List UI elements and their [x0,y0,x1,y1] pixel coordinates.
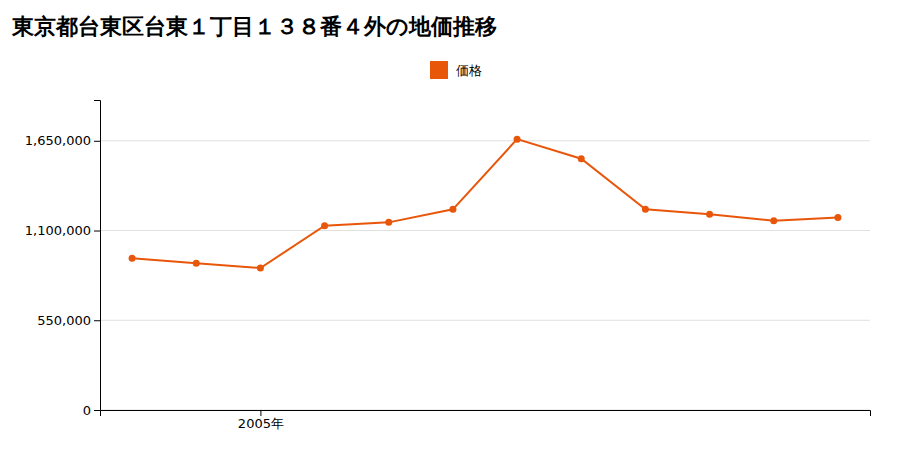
title: 東京都台東区台東１丁目１３８番４外の地価推移 [11,14,497,39]
x-tick: 2005年 [238,410,284,431]
grid-line [100,230,870,231]
grid [100,141,870,410]
point [385,219,392,226]
point [514,136,521,143]
point [321,222,328,229]
y-tick-label: 1,100,000 [25,223,91,238]
legend-item: 価格 [430,61,482,79]
plot-area: 0 550,000 1,100,000 1,650,000 2005年 [25,101,871,432]
x-tick-mark [260,410,261,416]
point [129,255,136,262]
point [770,217,777,224]
y-tick-label: 0 [83,403,91,418]
y-axis: 0 550,000 1,100,000 1,650,000 [25,101,101,418]
x-tick-label: 2005年 [238,416,284,431]
y-tick-mark [94,320,100,321]
line [132,139,838,268]
grid-line [100,320,870,321]
chart: 東京都台東区台東１丁目１３８番４外の地価推移 0 550,000 1,100,000 1… [0,0,900,450]
x-axis: 2005年 [101,410,871,431]
y-tick: 0 [83,403,100,418]
point [834,214,841,221]
legend-swatch [430,61,448,79]
y-tick-mark [94,231,100,232]
grid-line [100,140,870,141]
y-tick-label: 550,000 [37,313,91,328]
legend-label: 価格 [456,63,482,78]
legend: 価格 [430,61,482,79]
point [193,260,200,267]
point [449,206,456,213]
y-tick-mark [94,410,100,411]
point [257,265,264,272]
point [642,206,649,213]
y-tick: 550,000 [37,313,100,328]
marks [129,136,842,272]
point [578,155,585,162]
x-axis-line [101,411,871,417]
point [706,211,713,218]
y-tick-label: 1,650,000 [25,133,91,148]
y-tick-mark [94,141,100,142]
y-tick: 1,100,000 [25,223,100,238]
y-axis-line [94,101,101,411]
y-tick: 1,650,000 [25,133,100,148]
